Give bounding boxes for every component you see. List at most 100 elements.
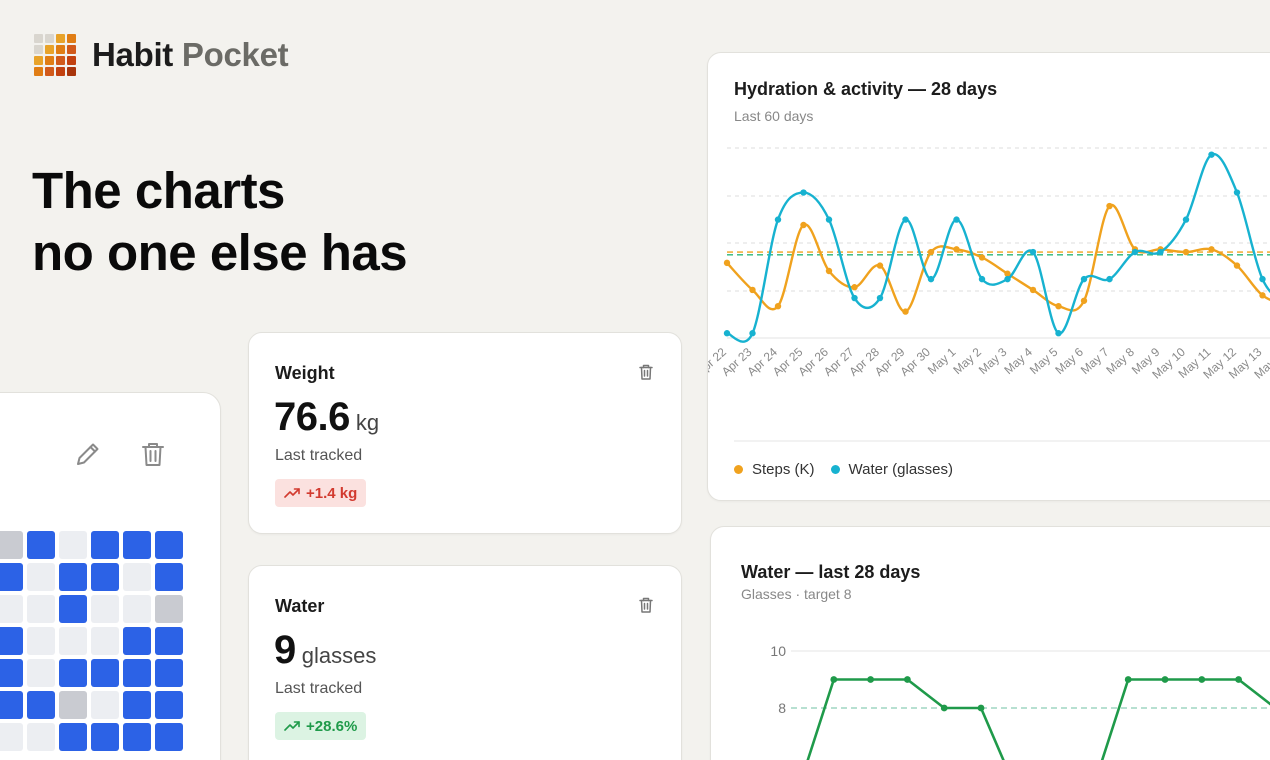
data-point[interactable] [940,704,948,712]
trash-icon[interactable] [637,363,655,381]
habit-day-cell[interactable] [155,691,183,719]
data-point[interactable] [825,267,833,275]
habit-day-cell[interactable] [0,563,23,591]
data-point[interactable] [867,676,874,683]
data-point[interactable] [800,221,807,229]
data-point[interactable] [1080,297,1088,304]
data-point[interactable] [1161,676,1169,683]
habit-day-cell[interactable] [0,531,23,559]
data-point[interactable] [1004,270,1011,277]
data-point[interactable] [902,216,909,223]
data-point[interactable] [1157,248,1164,256]
data-point[interactable] [1124,676,1132,683]
data-point[interactable] [1055,302,1062,310]
habit-day-cell[interactable] [59,531,87,559]
habit-day-cell[interactable] [123,627,151,655]
data-point[interactable] [830,676,838,683]
data-point[interactable] [904,676,911,683]
legend-item-water[interactable]: Water (glasses) [830,461,953,478]
data-point[interactable] [723,259,731,267]
habit-day-cell[interactable] [91,691,119,719]
habit-day-cell[interactable] [123,563,151,591]
habit-day-cell[interactable] [27,659,55,687]
data-point[interactable] [1004,275,1011,283]
habit-day-cell[interactable] [0,627,23,655]
habit-day-cell[interactable] [91,595,119,623]
data-point[interactable] [978,254,986,261]
habit-day-cell[interactable] [59,595,87,623]
habit-day-cell[interactable] [59,691,87,719]
pencil-icon[interactable] [73,439,103,469]
data-point[interactable] [1029,286,1037,294]
data-point[interactable] [1055,330,1062,337]
data-point[interactable] [851,284,858,291]
data-point[interactable] [1106,275,1113,283]
habit-day-cell[interactable] [123,531,151,559]
data-point[interactable] [851,294,858,302]
habit-day-cell[interactable] [155,595,183,623]
habit-day-cell[interactable] [91,723,119,751]
trash-icon[interactable] [138,439,168,469]
data-point[interactable] [927,248,935,256]
data-point[interactable] [749,330,756,337]
x-tick-label: May 4 [1001,345,1035,377]
habit-day-cell[interactable] [59,659,87,687]
habit-day-cell[interactable] [123,659,151,687]
data-point[interactable] [749,286,756,294]
data-point[interactable] [1198,676,1206,683]
habit-day-cell[interactable] [59,563,87,591]
data-point[interactable] [953,216,960,223]
habit-day-cell[interactable] [123,691,151,719]
data-point[interactable] [1106,202,1113,210]
data-point[interactable] [978,275,986,283]
data-point[interactable] [876,262,884,269]
legend-item-steps[interactable]: Steps (K) [734,461,815,478]
data-point[interactable] [1259,292,1266,299]
habit-day-cell[interactable] [91,563,119,591]
habit-day-cell[interactable] [155,723,183,751]
data-point[interactable] [1233,189,1241,196]
habit-day-cell[interactable] [155,659,183,687]
data-point[interactable] [1208,151,1215,158]
habit-day-cell[interactable] [155,627,183,655]
habit-day-cell[interactable] [123,723,151,751]
data-point[interactable] [977,704,985,712]
habit-day-cell[interactable] [27,691,55,719]
habit-day-cell[interactable] [91,659,119,687]
habit-day-cell[interactable] [27,563,55,591]
data-point[interactable] [800,189,807,196]
habit-day-cell[interactable] [27,531,55,559]
habit-day-cell[interactable] [0,659,23,687]
data-point[interactable] [1029,248,1037,256]
habit-day-cell[interactable] [27,595,55,623]
habit-day-cell[interactable] [123,595,151,623]
data-point[interactable] [927,275,935,283]
habit-day-cell[interactable] [27,723,55,751]
data-point[interactable] [902,308,909,315]
data-point[interactable] [774,216,782,223]
data-point[interactable] [774,302,782,310]
data-point[interactable] [1182,216,1190,223]
data-point[interactable] [876,294,884,302]
habit-day-cell[interactable] [0,595,23,623]
habit-day-cell[interactable] [155,531,183,559]
data-point[interactable] [1080,275,1088,283]
habit-day-cell[interactable] [59,627,87,655]
habit-day-cell[interactable] [0,691,23,719]
data-point[interactable] [825,216,833,223]
trash-icon[interactable] [637,596,655,614]
data-point[interactable] [953,246,960,253]
data-point[interactable] [723,330,731,337]
habit-day-cell[interactable] [155,563,183,591]
habit-day-cell[interactable] [91,531,119,559]
habit-day-cell[interactable] [59,723,87,751]
data-point[interactable] [1182,248,1190,256]
data-point[interactable] [1259,275,1266,283]
data-point[interactable] [1235,676,1242,683]
data-point[interactable] [1131,248,1139,256]
data-point[interactable] [1233,262,1241,269]
habit-day-cell[interactable] [91,627,119,655]
data-point[interactable] [1208,246,1215,253]
habit-day-cell[interactable] [27,627,55,655]
habit-day-cell[interactable] [0,723,23,751]
